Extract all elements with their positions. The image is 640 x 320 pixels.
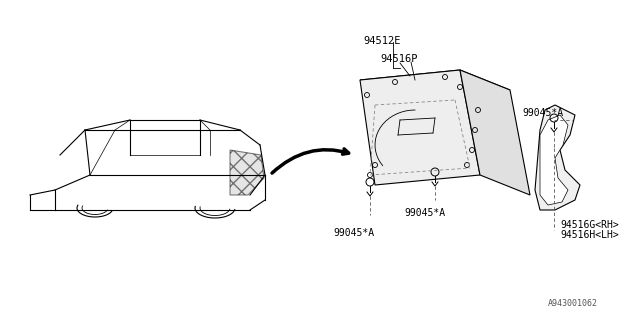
Polygon shape [460, 70, 530, 195]
Text: 94516P: 94516P [380, 54, 417, 64]
Polygon shape [535, 105, 580, 210]
Polygon shape [230, 150, 264, 195]
Polygon shape [360, 70, 480, 185]
Text: 99045*A: 99045*A [404, 208, 445, 218]
Polygon shape [360, 70, 510, 100]
Text: 99045*A: 99045*A [333, 228, 374, 238]
Text: 94516G<RH>: 94516G<RH> [560, 220, 619, 230]
Text: 94516H<LH>: 94516H<LH> [560, 230, 619, 240]
Text: A943001062: A943001062 [548, 299, 598, 308]
Polygon shape [540, 115, 568, 205]
Text: 99045*A: 99045*A [522, 108, 563, 118]
Text: 94512E: 94512E [363, 36, 401, 46]
